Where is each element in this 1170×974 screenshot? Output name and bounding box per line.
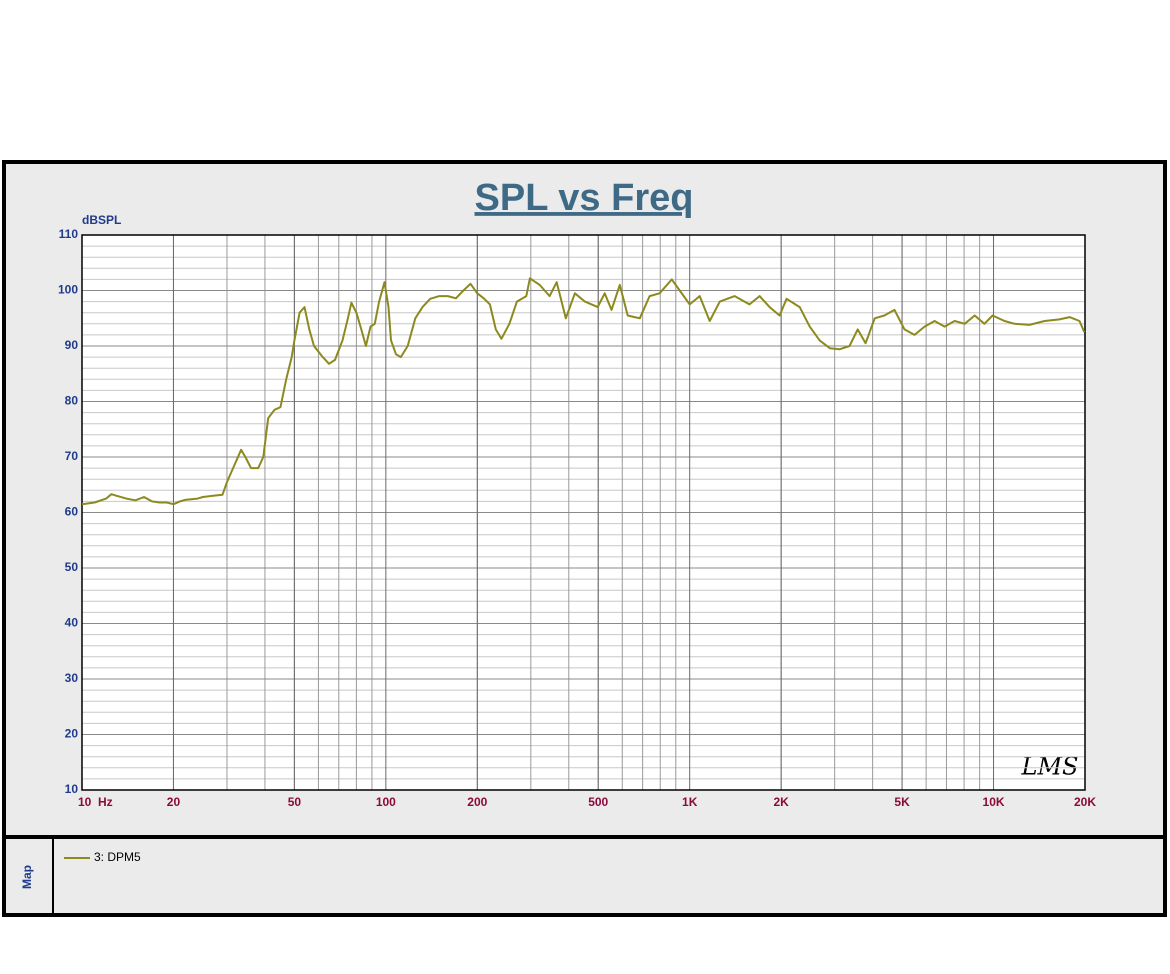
x-tick-label: 200: [467, 795, 487, 809]
x-tick-label: 500: [588, 795, 608, 809]
x-tick-label: 20K: [1074, 795, 1096, 809]
x-tick-label: 10K: [983, 795, 1005, 809]
x-tick-label: 100: [376, 795, 396, 809]
legend-label: 3: DPM5: [94, 850, 141, 864]
y-axis-label: dBSPL: [82, 213, 121, 227]
y-tick-label: 90: [65, 338, 79, 352]
x-tick-label: 5K: [894, 795, 910, 809]
y-tick-label: 80: [65, 394, 79, 408]
x-tick-label: 20: [167, 795, 181, 809]
legend-panel-label: Map: [20, 865, 34, 889]
y-tick-label: 60: [65, 505, 79, 519]
y-tick-label: 20: [65, 727, 79, 741]
x-tick-label: 1K: [682, 795, 698, 809]
y-tick-label: 50: [65, 560, 79, 574]
y-tick-label: 110: [59, 227, 79, 241]
series-line: [81, 277, 1086, 506]
x-tick-label: 2K: [773, 795, 789, 809]
y-tick-label: 30: [65, 671, 79, 685]
chart-title: SPL vs Freq: [475, 177, 694, 219]
plot-border: [81, 234, 1086, 791]
y-tick-label: 100: [58, 283, 78, 297]
x-tick-label: 10 Hz: [78, 795, 113, 809]
y-tick-label: 10: [65, 782, 79, 796]
y-tick-label: 40: [65, 616, 79, 630]
y-tick-label: 70: [65, 449, 79, 463]
x-tick-label: 50: [288, 795, 302, 809]
